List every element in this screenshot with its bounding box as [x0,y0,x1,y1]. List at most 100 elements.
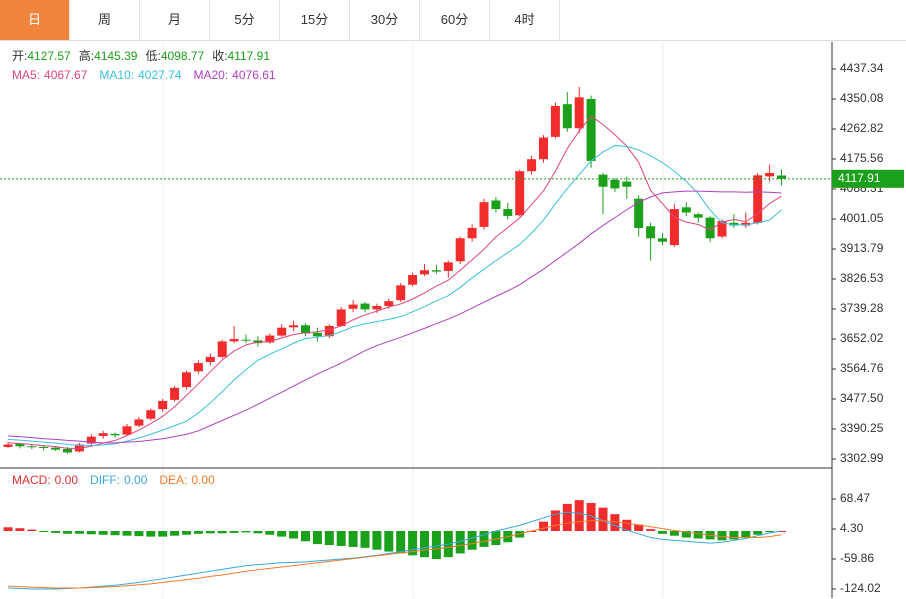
y-tick-label: 3739.28 [840,301,884,315]
candle-body [348,304,358,309]
macd-bar [622,519,632,532]
candle-body [134,419,144,426]
period-tab[interactable]: 4时 [490,0,560,40]
macd-bar [467,531,477,550]
candle-body [765,172,775,177]
period-tab[interactable]: 15分 [280,0,350,40]
candle-body [586,99,596,161]
ma-value: 4067.67 [44,68,88,82]
macd-bar [27,529,37,532]
macd-bar [765,531,775,533]
macd-bar [634,524,644,532]
ohlc-value: 4117.91 [228,49,271,63]
macd-bar [86,531,96,535]
candle-body [455,238,465,262]
candle-body [229,339,239,342]
macd-bar [550,510,560,532]
macd-bar [598,507,608,532]
last-price-label: 4117.91 [838,171,881,185]
macd-bar [253,531,263,534]
macd-line-value: 0.00 [191,473,215,487]
line [7,115,782,449]
y-tick-label: 68.47 [840,491,870,505]
macd-bar [229,531,239,533]
candle-body [396,285,406,301]
ohlc-name: 收: [212,49,227,63]
candle-body [312,332,322,337]
candle-body [479,202,489,227]
candle-body [289,325,299,328]
candle-body [241,339,251,341]
macd-legend: MACD: 0.00 DIFF: 0.00 DEA: 0.00 [12,473,215,487]
y-tick-label: 4.30 [840,521,864,535]
period-tab[interactable]: 30分 [350,0,420,40]
candle-body [170,387,180,400]
candle-body [336,309,346,326]
candle-body [669,209,679,246]
ma-legend: MA5: 4067.67 MA10: 4027.74 MA20: 4076.61 [12,68,276,82]
y-tick-label: 3913.79 [840,241,884,255]
macd-bar [658,531,667,534]
candle-body [741,222,751,226]
macd-bar [312,531,322,545]
y-tick-label: 4001.05 [840,211,884,225]
macd-bar [646,529,656,532]
candle-body [646,226,656,239]
macd-bar [372,531,382,550]
ohlc-value: 4145.39 [94,49,138,63]
macd-bar [539,521,548,532]
period-tab[interactable]: 周 [70,0,140,40]
period-tab[interactable]: 5分 [210,0,280,40]
candle-body [527,159,537,172]
candle-body [27,446,37,448]
macd-bar [98,531,108,535]
macd-bar [134,531,144,537]
period-tab[interactable]: 60分 [420,0,490,40]
candle-body [777,175,786,179]
ohlc-legend: 开:4127.57 高:4145.39 低:4098.77 收:4117.91 [12,48,270,63]
candle-body [658,238,667,242]
y-tick-label: 4350.08 [840,91,884,105]
candle-body [98,433,108,436]
candle-body [431,270,441,272]
macd-bar [277,531,287,537]
macd-bar [491,531,501,546]
macd-bar [420,531,429,558]
candle-body [443,262,453,271]
ma-name: MA10: [99,68,134,82]
candle-body [408,275,418,285]
macd-bar [265,531,275,535]
line [7,520,782,589]
macd-bar [681,531,691,538]
macd-bar [74,531,84,534]
candle-body [193,363,203,372]
candle-body [301,325,310,334]
candle-body [503,209,513,216]
candle-body [360,303,370,310]
macd-bar [63,531,72,534]
candle-body [3,444,13,447]
macd-bar [158,531,168,537]
ohlc-value: 4127.57 [27,49,71,63]
macd-bar [479,531,489,547]
macd-bar [348,531,358,547]
period-tab[interactable]: 日 [0,0,70,40]
y-tick-label: -124.02 [840,581,881,595]
candle-body [515,171,525,216]
y-tick-label: -59.86 [840,551,874,565]
macd-bar [193,531,203,534]
macd-line-value: 0.00 [124,473,148,487]
macd-bar [241,531,251,533]
macd-value: 0.00 [55,473,79,487]
y-tick-label: 3477.50 [840,391,884,405]
candle-body [205,356,215,363]
candle-body [574,97,584,129]
macd-bar [574,500,584,532]
period-tab[interactable]: 月 [140,0,210,40]
macd-bar [455,531,465,554]
candle-body [182,372,191,388]
macd-bar [669,531,679,536]
candle-body [39,446,49,448]
macd-bar [717,531,727,541]
